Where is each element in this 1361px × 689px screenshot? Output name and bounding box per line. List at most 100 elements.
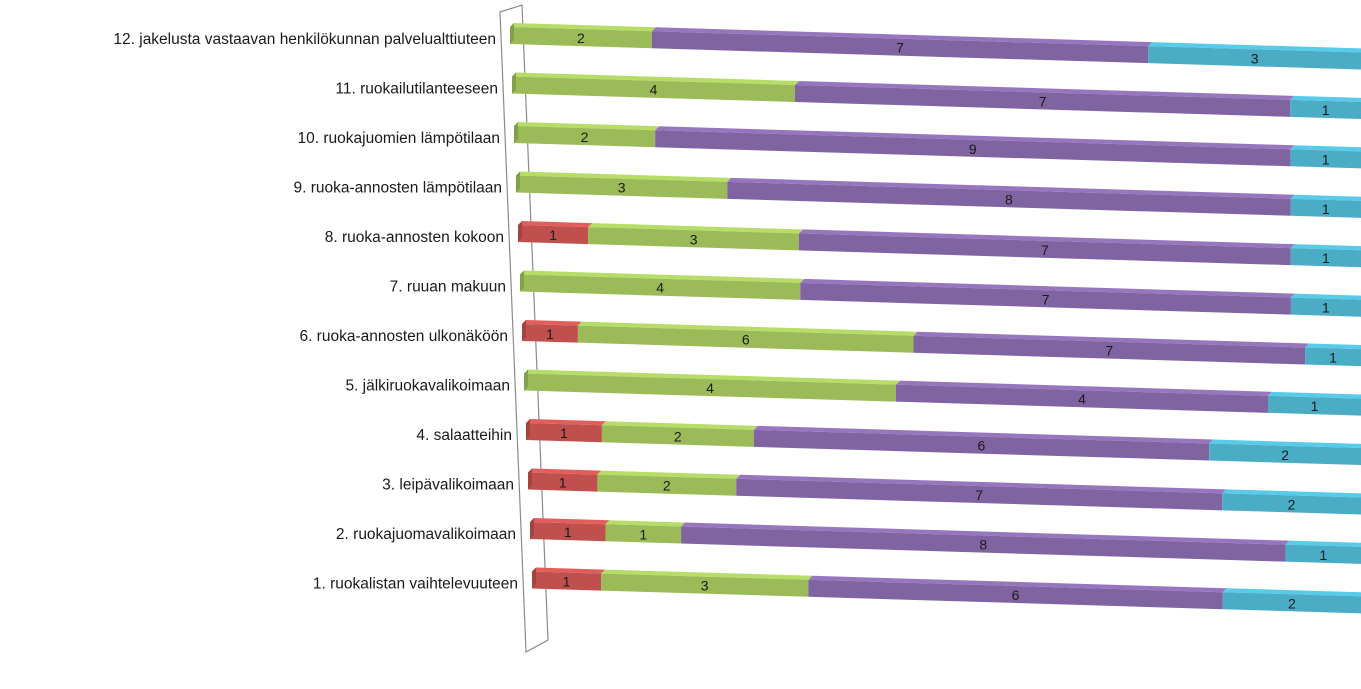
bar-segment-top [518, 221, 593, 228]
data-label: 1 [1329, 349, 1337, 365]
bar-segment [530, 522, 606, 542]
bar-segment [736, 478, 1223, 511]
bar-segment-top [1290, 95, 1361, 102]
bar-segment-top [597, 470, 741, 479]
bar-segment [651, 31, 1149, 64]
bar-segment-top [727, 177, 1295, 199]
bar-segment [1148, 46, 1361, 70]
bar-segment [913, 335, 1306, 365]
bar-segment-top [736, 474, 1227, 494]
bar-segment [1290, 99, 1361, 119]
data-label: 7 [896, 40, 904, 56]
data-label: 7 [1042, 291, 1050, 307]
bar-segment-top [530, 518, 610, 525]
bar-segment [800, 282, 1291, 315]
bar-segment-top [896, 380, 1272, 396]
bar-segment-top [512, 72, 799, 85]
bar-segment [727, 181, 1291, 216]
data-label: 3 [690, 231, 698, 247]
bar-segment [532, 571, 602, 591]
data-label: 3 [1251, 50, 1259, 66]
bar-segment-top [601, 421, 758, 430]
bar-end-cap [514, 122, 518, 143]
bar-segment-top [577, 321, 918, 336]
bar-segment-top [526, 419, 606, 426]
category-labels-group: 12. jakelusta vastaavan henkilökunnan pa… [113, 31, 518, 593]
bar-segment-top [651, 27, 1153, 47]
bar-segment-top [1290, 244, 1361, 251]
bar-segment [516, 175, 728, 199]
bar-segment-top [528, 468, 602, 475]
data-label: 1 [1322, 151, 1330, 167]
bar-segment [526, 423, 602, 443]
bar-segment-top [795, 80, 1295, 100]
data-label: 6 [1012, 587, 1020, 603]
bar-segment-top [913, 331, 1310, 348]
data-label: 2 [581, 129, 589, 145]
bar-segment-top [1222, 588, 1361, 597]
data-label: 2 [1288, 496, 1296, 512]
bar-segment [1305, 347, 1361, 367]
data-label: 8 [1005, 191, 1013, 207]
bar-segment-top [1148, 42, 1361, 53]
category-label: 2. ruokajuomavalikoimaan [336, 526, 516, 543]
data-label: 7 [1105, 343, 1113, 359]
data-label: 1 [1311, 398, 1319, 414]
bar-segment [808, 579, 1223, 610]
bar-end-cap [532, 567, 536, 589]
bar-end-cap [510, 23, 514, 44]
data-label: 7 [975, 487, 983, 503]
data-label: 1 [1319, 547, 1327, 563]
bar-end-cap [522, 320, 526, 341]
bar-segment [1290, 297, 1361, 317]
category-label: 12. jakelusta vastaavan henkilökunnan pa… [113, 31, 496, 48]
data-label: 6 [978, 438, 986, 454]
bar-segment [1222, 493, 1361, 515]
data-label: 7 [1041, 242, 1049, 258]
bar-segment [1209, 443, 1361, 466]
data-label: 1 [564, 524, 572, 540]
data-label: 4 [656, 280, 664, 296]
bar-end-cap [524, 369, 528, 391]
bar-segment-top [1290, 194, 1361, 201]
bar-end-cap [520, 270, 524, 292]
bar-segment-top [532, 567, 606, 574]
data-label: 1 [559, 475, 567, 491]
bar-segment [520, 274, 801, 300]
bar-segment-top [800, 278, 1295, 298]
bar-segment [528, 472, 598, 492]
bar-segment [1290, 248, 1361, 268]
data-label: 7 [1039, 93, 1047, 109]
category-label: 6. ruoka-annosten ulkonäköön [299, 328, 508, 345]
bar-segment [1268, 395, 1361, 416]
data-label: 8 [979, 537, 987, 553]
bar-segment-top [681, 522, 1290, 545]
data-label: 2 [663, 478, 671, 494]
data-label: 3 [701, 578, 709, 594]
bar-segment-top [605, 520, 686, 527]
bar-segment [753, 429, 1210, 461]
bar-segment-top [588, 223, 803, 234]
bar-segment-top [1290, 145, 1361, 152]
data-label: 4 [706, 380, 714, 396]
category-label: 8. ruoka-annosten kokoon [325, 229, 504, 246]
bar-end-cap [518, 221, 522, 242]
data-label: 1 [1322, 300, 1330, 316]
bar-segment-top [753, 425, 1214, 444]
data-label: 1 [549, 227, 557, 243]
bar-segment [512, 76, 795, 102]
bar-segment-top [799, 229, 1295, 249]
category-label: 11. ruokailutilanteeseen [335, 81, 498, 98]
data-label: 3 [618, 180, 626, 196]
data-label: 4 [1078, 391, 1086, 407]
data-label: 2 [1281, 447, 1289, 463]
data-label: 1 [1322, 250, 1330, 266]
bar-segment [896, 384, 1268, 413]
bar-segment-top [516, 171, 732, 182]
bar-segment [681, 526, 1286, 562]
bar-segment-top [524, 369, 900, 385]
bar-segment [655, 130, 1291, 167]
bar-segment [510, 27, 652, 49]
